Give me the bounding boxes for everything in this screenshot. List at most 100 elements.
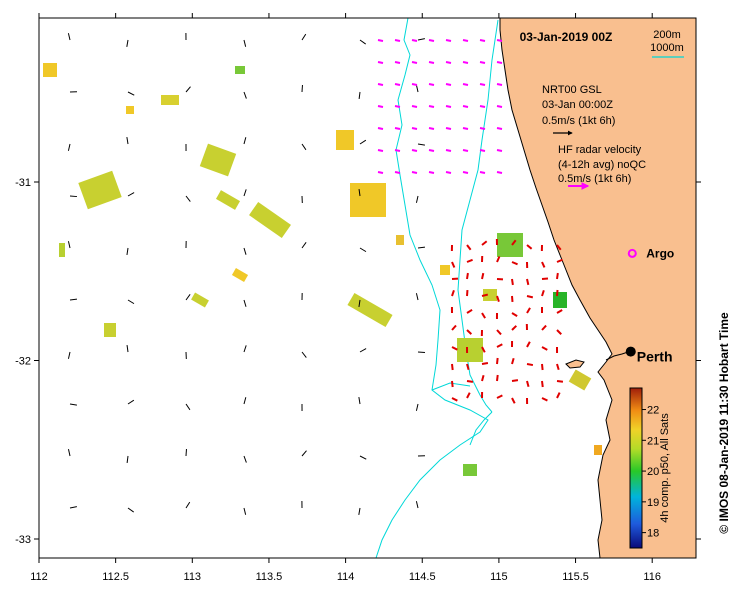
depth-legend-200m: 200m [653,29,681,41]
radar-arrow-north [446,40,451,41]
map-title: 03-Jan-2019 00Z [520,30,613,44]
sst-patch [126,106,134,114]
radar-arrow-north [429,40,434,41]
sst-patch [350,183,386,217]
radar-arrow-north [497,62,502,63]
radar-arrow-north [446,150,451,151]
radar-arrow-north [463,84,468,85]
perth-label: Perth [637,349,673,365]
colorbar-tick-label: 19 [647,497,659,509]
radar-arrow-north [446,172,451,173]
radar-arrow-north [480,172,485,173]
model-arrow [70,196,77,197]
radar-arrow-north [395,150,400,151]
radar-arrow-south [512,380,518,381]
colorbar-title: 4h comp. p50, All Sats [659,413,671,523]
radar-arrow-north [429,172,434,173]
sst-patch [594,445,602,455]
radar-arrow-south [542,381,543,387]
radar-arrow-north [446,106,451,107]
x-tick-label: 116 [643,571,661,583]
x-tick-label: 115.5 [562,571,589,583]
perth-city-marker [626,347,636,357]
radar-arrow-south [527,364,533,365]
colorbar-tick-label: 20 [647,466,659,478]
radar-arrow-north [463,172,468,173]
radar-arrow-south [497,375,498,381]
sst-patch [59,243,65,257]
radar-arrow-south [557,381,563,382]
sst-patch [440,265,450,275]
x-tick-label: 114 [337,571,355,583]
radar-arrow-north [429,62,434,63]
depth-legend-1000m: 1000m [650,42,684,54]
radar-arrow-north [480,62,485,63]
colorbar-tick-label: 22 [647,405,659,417]
radar-arrow-south [467,273,468,279]
radar-arrow-north [378,40,383,41]
radar-arrow-north [429,84,434,85]
radar-arrow-north [463,106,468,107]
model-legend-line1: NRT00 GSL [542,84,602,96]
radar-arrow-north [412,84,417,85]
radar-arrow-north [463,62,468,63]
radar-arrow-south [512,279,513,285]
radar-arrow-south [482,273,483,279]
sst-patch [235,66,245,74]
radar-arrow-north [412,106,417,107]
radar-arrow-north [429,150,434,151]
colorbar [630,388,642,548]
radar-arrow-north [480,84,485,85]
x-tick-label: 114.5 [409,571,436,583]
radar-arrow-north [446,62,451,63]
sst-patch [161,95,179,105]
radar-arrow-north [412,62,417,63]
radar-arrow-north [463,150,468,151]
sst-patch [104,323,116,337]
sst-patch [457,338,483,362]
radar-arrow-north [497,150,502,151]
model-legend-line3: 0.5m/s (1kt 6h) [542,115,615,127]
radar-arrow-north [446,84,451,85]
radar-arrow-south [482,295,488,296]
radar-arrow-north [395,62,400,63]
argo-label: Argo [646,246,674,260]
radar-arrow-south [527,279,528,285]
radar-arrow-north [378,150,383,151]
radar-arrow-north [395,106,400,107]
radar-arrow-south [497,358,498,364]
radar-legend-line2: (4-12h avg) noQC [558,159,646,171]
radar-legend-line3: 0.5m/s (1kt 6h) [558,173,631,185]
radar-arrow-north [378,62,383,63]
radar-arrow-north [395,128,400,129]
radar-arrow-north [463,128,468,129]
radar-arrow-north [412,40,417,41]
sst-patch [396,235,404,245]
radar-arrow-north [446,128,451,129]
radar-arrow-north [412,128,417,129]
x-tick-label: 115 [490,571,508,583]
radar-arrow-north [463,40,468,41]
radar-arrow-north [497,84,502,85]
x-tick-label: 113 [184,571,202,583]
y-tick-label: -33 [15,534,31,546]
sst-patch [43,63,57,77]
radar-arrow-south [452,381,453,387]
radar-arrow-south [557,290,558,296]
radar-arrow-north [480,40,485,41]
radar-arrow-south [542,364,543,370]
radar-arrow-south [527,296,533,297]
radar-arrow-north [480,106,485,107]
radar-arrow-north [378,84,383,85]
sst-patch [553,292,567,308]
radar-arrow-north [378,128,383,129]
radar-arrow-south [467,381,473,382]
x-tick-label: 112.5 [102,571,129,583]
radar-arrow-north [497,40,502,41]
radar-arrow-north [480,128,485,129]
sst-patch [463,464,477,476]
credit-text: © IMOS 08-Jan-2019 11:30 Hobart Time [717,312,731,534]
radar-arrow-south [452,364,453,370]
